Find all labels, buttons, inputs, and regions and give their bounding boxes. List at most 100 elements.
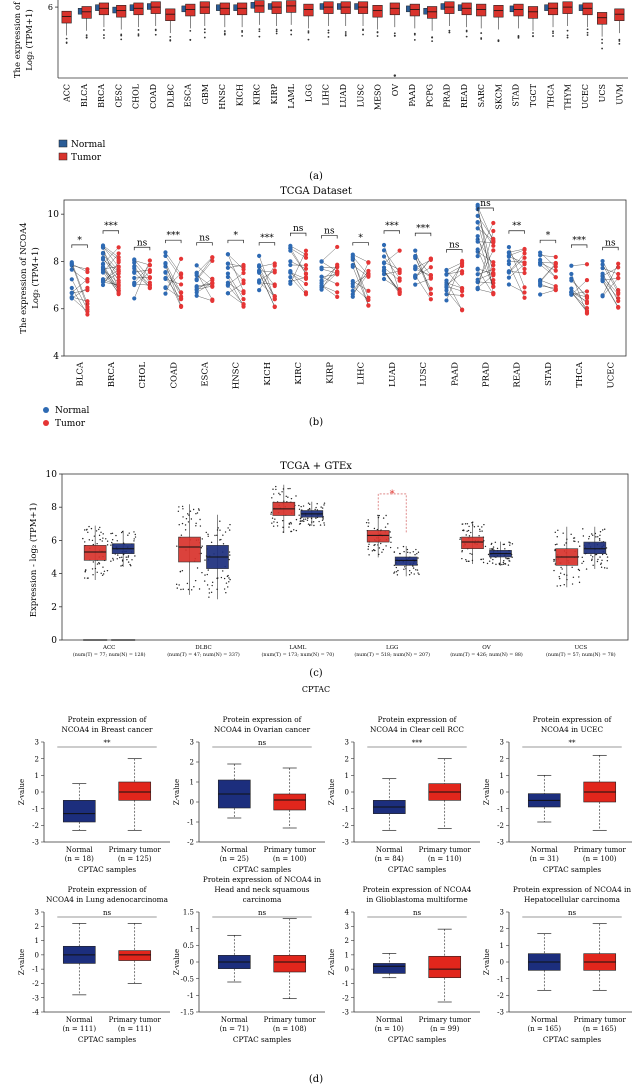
b-normal-point	[194, 285, 199, 290]
c-tumor-point	[462, 529, 464, 532]
c-normal-point	[228, 529, 231, 531]
a-x-tick-label: HNSC	[218, 84, 227, 110]
d-y-tick-label: 2	[345, 755, 349, 763]
c-sig-label: *	[390, 489, 395, 500]
b-tumor-point	[303, 255, 309, 260]
b-pair-line	[383, 250, 400, 274]
a-tumor-box	[237, 2, 248, 16]
c-normal-point	[414, 554, 416, 556]
c-y-tick-label: 6	[51, 536, 57, 546]
a-x-tick-label: THYM	[564, 84, 573, 110]
c-normal-point	[127, 556, 129, 558]
a-tumor-box	[286, 0, 297, 13]
c-tumor-point	[273, 521, 275, 523]
d-sig-label: **	[104, 739, 112, 747]
c-tumor-point	[101, 574, 104, 576]
a-legend-normal-label: Normal	[71, 140, 105, 150]
d-x-axis-label: CPTAC samples	[233, 1035, 291, 1044]
c-x-sample-label: (num(T) = 173; num(N) = 70)	[262, 651, 335, 658]
b-normal-point	[194, 277, 199, 282]
c-normal-point	[314, 508, 316, 511]
c-tumor-point	[376, 528, 379, 531]
b-normal-point	[538, 279, 543, 285]
c-normal-point	[591, 556, 594, 558]
c-tumor-point	[290, 523, 293, 525]
b-y-tick-label: 4	[53, 352, 59, 362]
c-normal-point	[110, 560, 112, 562]
c-normal-point	[417, 557, 419, 559]
d-y-tick-label: -3	[342, 1009, 349, 1017]
d-y-tick-label: 1	[500, 772, 504, 780]
b-normal-point	[381, 242, 387, 248]
b-tumor-point	[210, 255, 215, 260]
c-normal-point	[128, 532, 130, 534]
a-x-tick-label: LAML	[287, 83, 296, 108]
panel-a-label: (a)	[309, 171, 323, 182]
c-normal-point	[222, 570, 224, 572]
c-normal-point	[222, 534, 224, 536]
a-tumor-box	[389, 2, 400, 16]
a-x-tick-label: KIRC	[253, 84, 262, 105]
c-tumor-point	[380, 542, 382, 545]
c-tumor-point	[374, 549, 376, 552]
b-pair-line	[383, 271, 400, 295]
c-tumor-point	[282, 526, 284, 529]
d-sig-label: ns	[103, 909, 112, 917]
c-tumor-point	[90, 527, 93, 530]
c-normal-point	[509, 544, 511, 546]
a-outlier	[203, 36, 206, 39]
c-tumor-point	[281, 491, 283, 493]
c-normal-point	[224, 531, 227, 533]
c-tumor-point	[101, 540, 103, 542]
d-y-tick-label: -2	[342, 822, 349, 830]
a-normal-box	[95, 4, 100, 11]
a-outlier	[307, 30, 310, 33]
b-normal-point	[413, 273, 418, 278]
c-tumor-point	[275, 488, 277, 491]
b-normal-point	[132, 266, 137, 271]
d-y-tick-label: -3	[342, 839, 349, 847]
b-sig-label: ***	[104, 222, 118, 232]
a-outlier	[223, 30, 226, 32]
c-tumor-point	[468, 535, 471, 537]
a-outlier	[413, 39, 416, 41]
c-tumor-point	[556, 536, 558, 538]
b-pair-line	[102, 246, 119, 268]
c-tumor-point	[468, 560, 470, 563]
c-tumor-point	[105, 538, 107, 540]
a-legend-tumor-label: Tumor	[71, 153, 102, 163]
b-tumor-point	[522, 255, 527, 260]
c-normal-point	[206, 584, 209, 586]
a-outlier	[566, 29, 569, 32]
c-tumor-point	[464, 523, 467, 525]
d-y-tick-label: -3	[32, 839, 39, 847]
c-normal-point	[229, 523, 231, 526]
a-outlier	[241, 35, 244, 37]
d-group-n: (n = 111)	[118, 1025, 152, 1033]
b-normal-point	[319, 287, 324, 292]
c-normal-point	[225, 582, 228, 584]
c-tumor-point	[465, 560, 468, 562]
b-tumor-point	[616, 271, 621, 277]
b-normal-point	[381, 254, 387, 259]
b-tumor-point	[241, 302, 246, 307]
a-tumor-box	[81, 6, 92, 19]
c-normal-point	[323, 522, 325, 524]
b-tumor-point	[178, 275, 184, 280]
b-pair-line	[571, 292, 588, 312]
b-normal-point	[600, 265, 605, 271]
c-normal-point	[403, 568, 405, 570]
c-normal-point	[393, 551, 395, 553]
b-normal-point	[569, 290, 574, 295]
b-pair-line	[102, 252, 119, 272]
b-sig-bracket	[602, 246, 619, 251]
c-normal-point	[206, 573, 209, 576]
b-normal-point	[163, 275, 168, 281]
c-x-sample-label: (num(T) = 77; num(N) = 128)	[73, 651, 146, 658]
c-normal-point	[222, 543, 225, 545]
d-y-tick-label: 2	[500, 755, 504, 763]
c-normal-point	[597, 558, 599, 561]
c-tumor-point	[373, 527, 376, 530]
b-sig-bracket	[258, 242, 276, 246]
